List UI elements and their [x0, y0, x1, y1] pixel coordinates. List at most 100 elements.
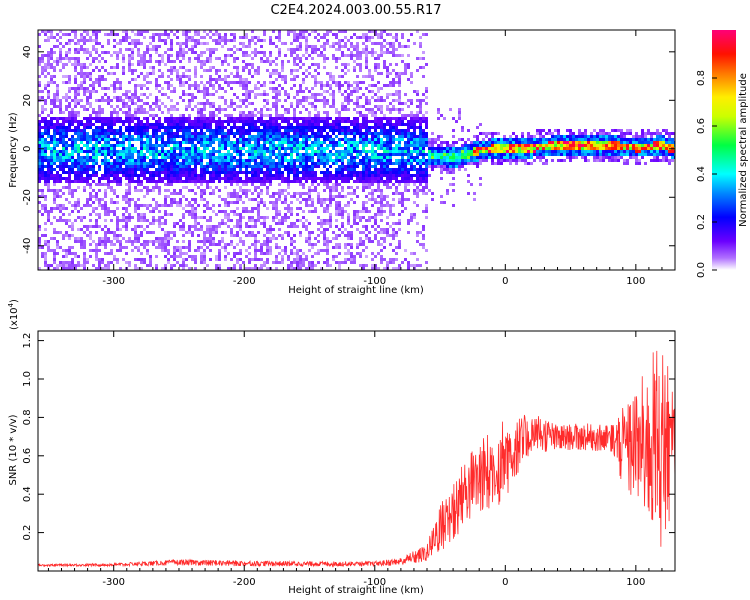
heatmap-cell [77, 72, 80, 75]
heatmap-cell [347, 249, 350, 252]
heatmap-cell [278, 36, 281, 39]
heatmap-cell [41, 189, 44, 192]
heatmap-cell [284, 81, 287, 84]
heatmap-cell [218, 84, 221, 87]
heatmap-cell [131, 93, 134, 96]
heatmap-cell [233, 201, 236, 204]
heatmap-cell [287, 165, 290, 168]
heatmap-cell [251, 180, 254, 183]
heatmap-cell [176, 165, 179, 168]
heatmap-cell [230, 234, 233, 237]
heatmap-cell [113, 162, 116, 165]
heatmap-cell [191, 156, 194, 159]
heatmap-cell [146, 87, 149, 90]
heatmap-cell [86, 51, 89, 54]
heatmap-cell [233, 144, 236, 147]
heatmap-cell [110, 180, 113, 183]
heatmap-cell [215, 90, 218, 93]
heatmap-cell [170, 78, 173, 81]
heatmap-cell [314, 120, 317, 123]
heatmap-cell [347, 99, 350, 102]
heatmap-cell [137, 105, 140, 108]
heatmap-cell [152, 216, 155, 219]
heatmap-cell [260, 222, 263, 225]
heatmap-cell [167, 75, 170, 78]
heatmap-cell [341, 39, 344, 42]
heatmap-cell [326, 84, 329, 87]
heatmap-cell [200, 168, 203, 171]
heatmap-cell [287, 93, 290, 96]
heatmap-cell [86, 168, 89, 171]
heatmap-cell [83, 267, 86, 270]
heatmap-cell [323, 231, 326, 234]
heatmap-cell [53, 81, 56, 84]
heatmap-cell [104, 78, 107, 81]
heatmap-cell [146, 252, 149, 255]
heatmap-cell [230, 129, 233, 132]
heatmap-cell [86, 147, 89, 150]
heatmap-cell [347, 132, 350, 135]
heatmap-cell [101, 258, 104, 261]
heatmap-cell [263, 126, 266, 129]
heatmap-cell [236, 213, 239, 216]
heatmap-cell [98, 216, 101, 219]
heatmap-cell [143, 51, 146, 54]
heatmap-cell [239, 267, 242, 270]
heatmap-cell [362, 120, 365, 123]
heatmap-cell [164, 42, 167, 45]
heatmap-cell [158, 210, 161, 213]
heatmap-cell [59, 168, 62, 171]
heatmap-cell [89, 219, 92, 222]
heatmap-cell [122, 138, 125, 141]
heatmap-cell [362, 159, 365, 162]
heatmap-cell [227, 129, 230, 132]
heatmap-cell [68, 123, 71, 126]
heatmap-cell [158, 144, 161, 147]
heatmap-cell [341, 69, 344, 72]
heatmap-cell [221, 78, 224, 81]
heatmap-cell [170, 66, 173, 69]
heatmap-cell [56, 153, 59, 156]
heatmap-cell [83, 30, 86, 33]
heatmap-cell [173, 156, 176, 159]
heatmap-cell [185, 105, 188, 108]
heatmap-cell [326, 30, 329, 33]
heatmap-cell [200, 60, 203, 63]
heatmap-cell [251, 231, 254, 234]
heatmap-cell [107, 117, 110, 120]
heatmap-cell [281, 165, 284, 168]
heatmap-cell [161, 168, 164, 171]
heatmap-cell [116, 96, 119, 99]
heatmap-cell [161, 123, 164, 126]
heatmap-cell [101, 150, 104, 153]
heatmap-cell [332, 93, 335, 96]
heatmap-cell [296, 69, 299, 72]
heatmap-cell [299, 126, 302, 129]
heatmap-cell [281, 174, 284, 177]
heatmap-cell [194, 174, 197, 177]
heatmap-cell [137, 42, 140, 45]
heatmap-cell [362, 189, 365, 192]
heatmap-cell [317, 198, 320, 201]
heatmap-cell [77, 159, 80, 162]
heatmap-cell [326, 183, 329, 186]
heatmap-cell [134, 174, 137, 177]
heatmap-cell [170, 60, 173, 63]
heatmap-cell [80, 150, 83, 153]
heatmap-cell [167, 249, 170, 252]
heatmap-cell [221, 87, 224, 90]
heatmap-cell [326, 246, 329, 249]
heatmap-cell [179, 180, 182, 183]
heatmap-cell [131, 177, 134, 180]
heatmap-cell [242, 138, 245, 141]
heatmap-cell [173, 234, 176, 237]
heatmap-cell [236, 75, 239, 78]
heatmap-cell [71, 39, 74, 42]
heatmap-cell [314, 189, 317, 192]
heatmap-cell [203, 123, 206, 126]
heatmap-cell [77, 129, 80, 132]
heatmap-cell [116, 183, 119, 186]
heatmap-cell [176, 168, 179, 171]
heatmap-cell [269, 165, 272, 168]
heatmap-cell [215, 162, 218, 165]
